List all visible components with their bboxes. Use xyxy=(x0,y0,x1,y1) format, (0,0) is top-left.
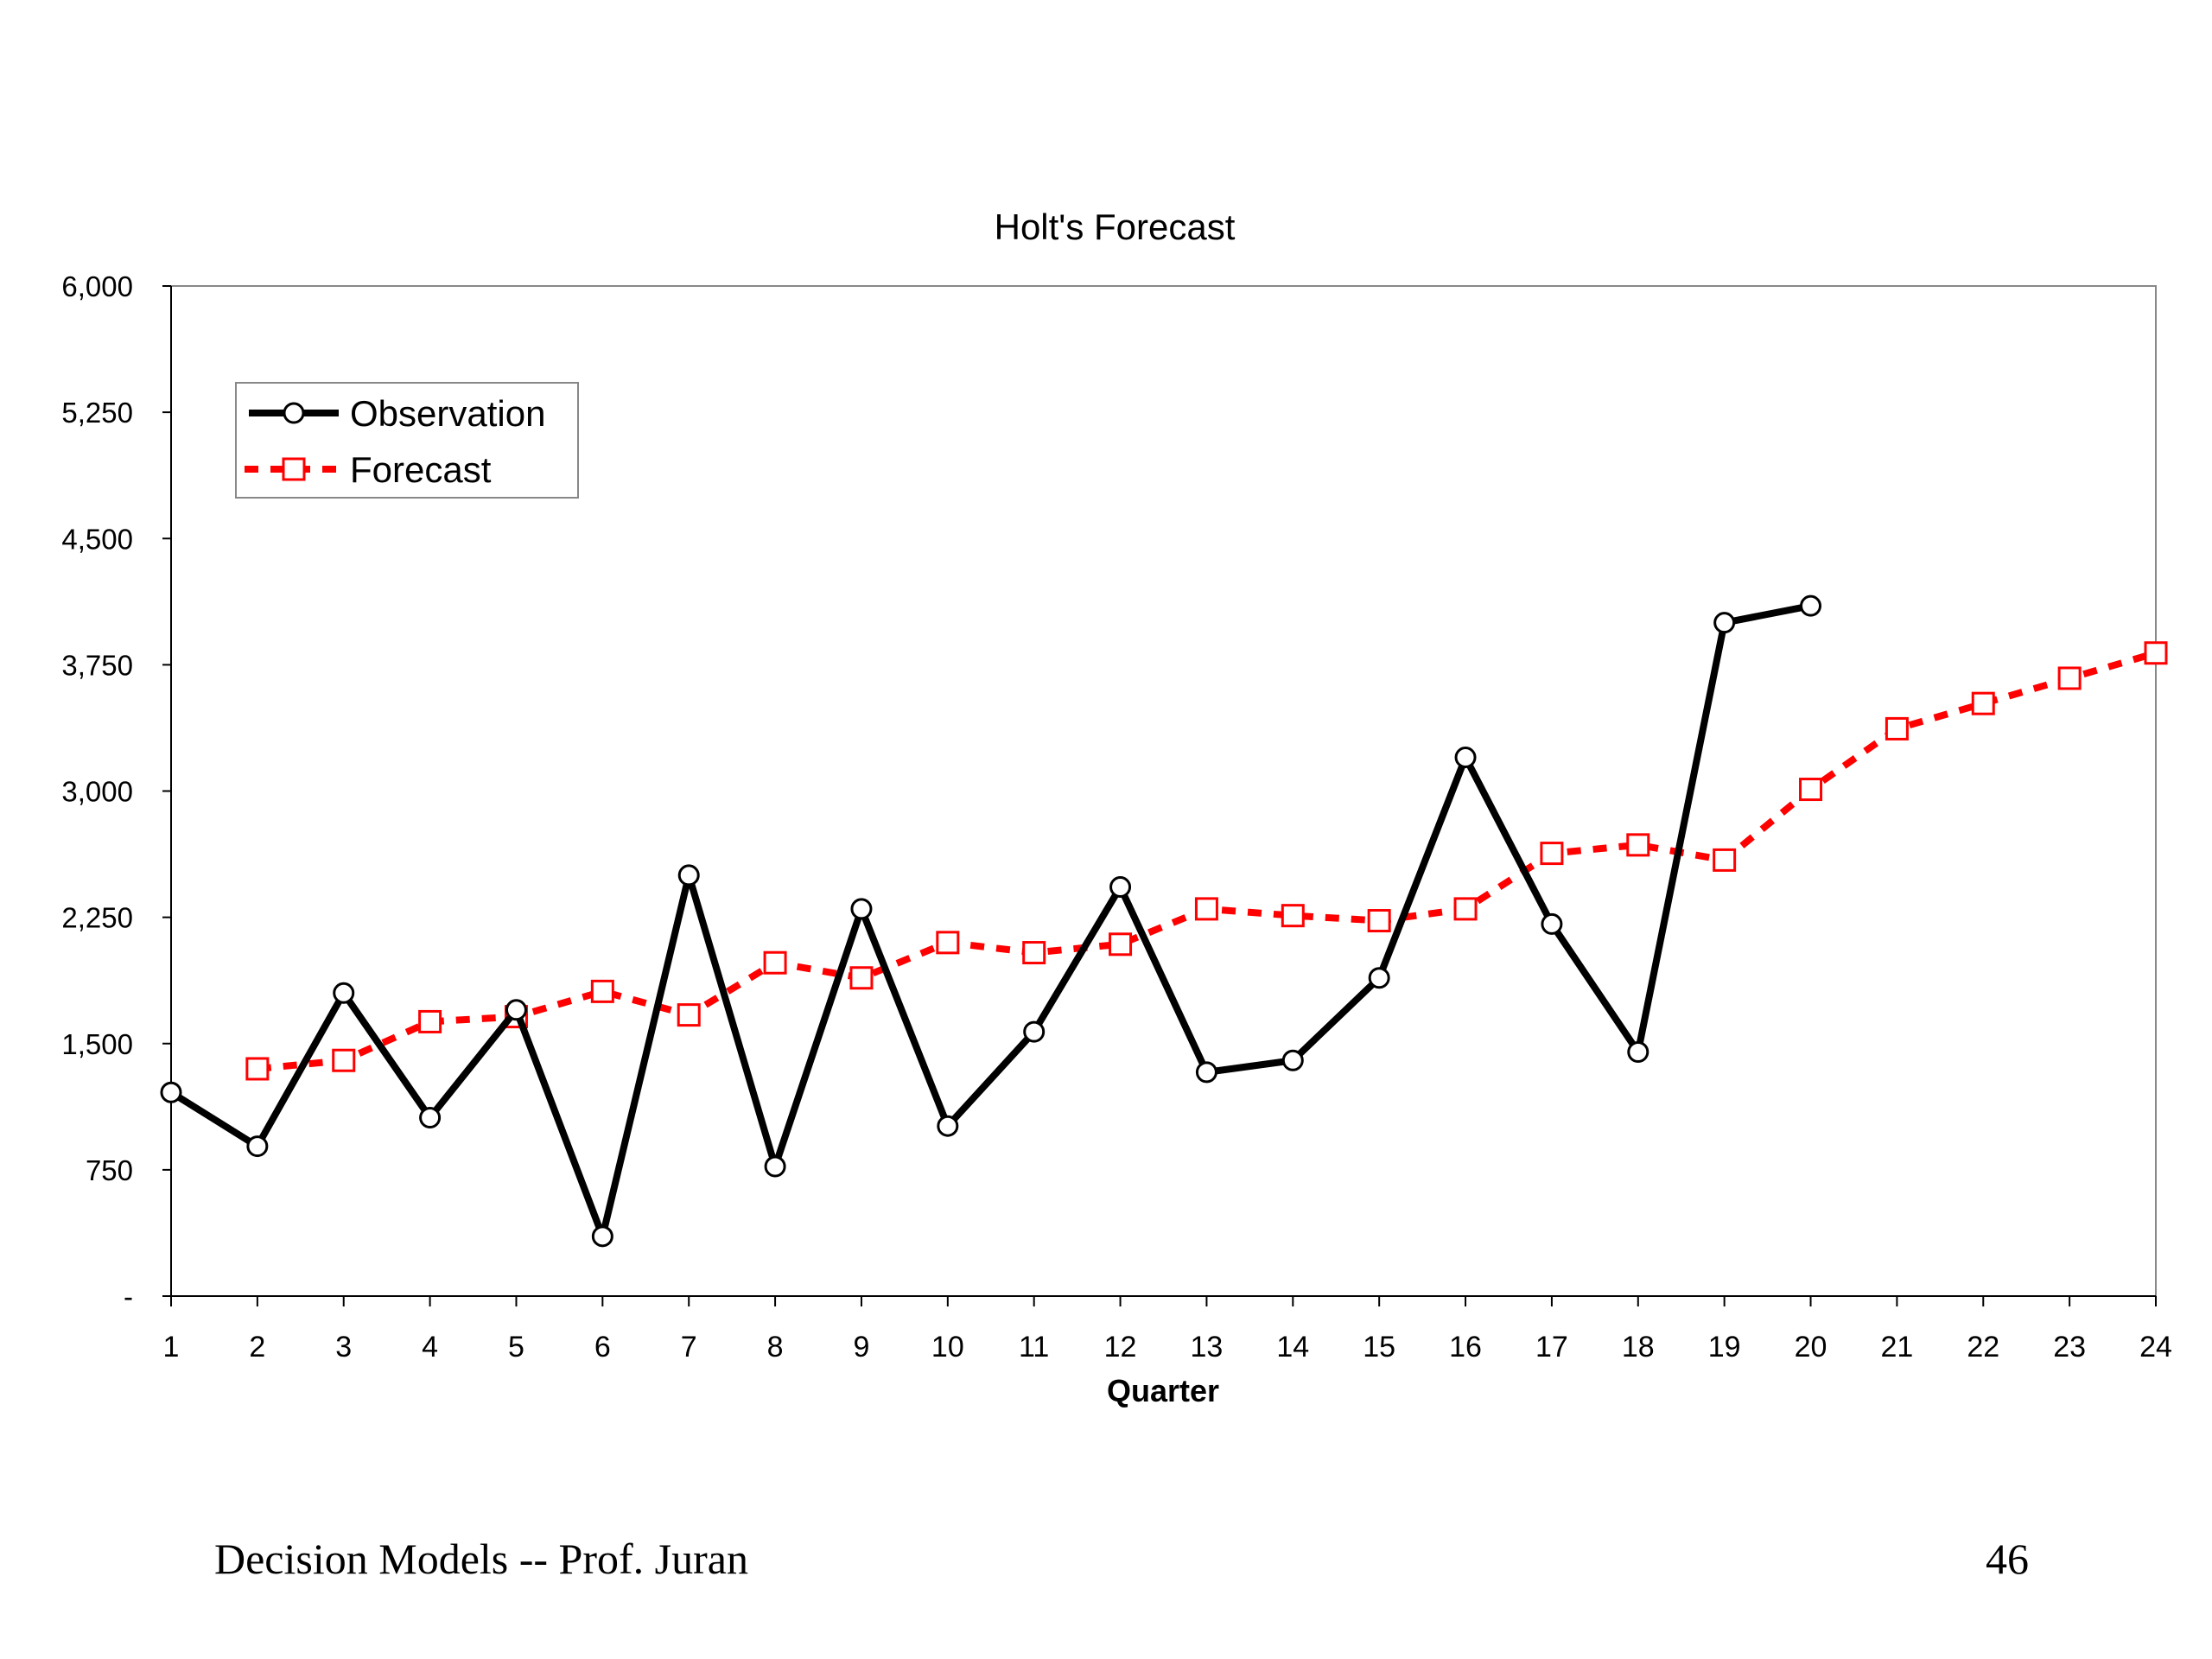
forecast-point xyxy=(245,1057,270,1081)
observation-point xyxy=(591,1225,613,1248)
forecast-point xyxy=(1109,932,1133,957)
x-axis: 1 2 3 4 5 6 7 8 9 10 11 12 13 14 15 16 17 18 19 20 21 22 23 24 xyxy=(163,1295,2172,1363)
observation-point xyxy=(1195,1061,1217,1084)
forecast-point xyxy=(1453,897,1478,921)
x-tick-label: 1 xyxy=(163,1331,180,1363)
forecast-point xyxy=(849,966,874,990)
forecast-point xyxy=(1713,848,1737,872)
observation-point xyxy=(1454,747,1477,769)
forecast-point xyxy=(418,1009,442,1033)
x-tick-label: 6 xyxy=(594,1331,611,1363)
forecast-point xyxy=(590,979,614,1003)
legend-observation-label: Observation xyxy=(350,393,545,434)
legend-observation-marker xyxy=(283,402,305,424)
observation-point xyxy=(419,1106,442,1128)
forecast-line xyxy=(257,649,2158,1072)
forecast-point xyxy=(1971,691,1995,715)
x-tick-label: 3 xyxy=(335,1331,352,1363)
forecast-point xyxy=(1194,897,1218,921)
x-tick-label: 12 xyxy=(1104,1331,1137,1363)
x-tick-label: 20 xyxy=(1795,1331,1827,1363)
forecast-point xyxy=(2144,641,2168,665)
x-tick-label: 7 xyxy=(681,1331,697,1363)
legend: Observation Forecast xyxy=(235,382,579,499)
y-tick-label: 5,250 xyxy=(61,397,133,429)
observation-point xyxy=(1023,1020,1046,1043)
x-tick-label: 5 xyxy=(508,1331,524,1363)
forecast-point xyxy=(1022,941,1046,965)
x-tick-label: 15 xyxy=(1363,1331,1395,1363)
observation-point xyxy=(246,1135,269,1158)
y-tick-label: - xyxy=(124,1281,133,1313)
x-tick-label: 13 xyxy=(1191,1331,1224,1363)
x-tick-label: 2 xyxy=(249,1331,265,1363)
x-tick-label: 4 xyxy=(422,1331,438,1363)
forecast-point xyxy=(677,1003,701,1027)
forecast-point xyxy=(1626,833,1650,857)
observation-line xyxy=(168,602,1812,1240)
x-tick-label: 10 xyxy=(931,1331,964,1363)
y-axis: - 750 1,500 2,250 3,000 3,750 4,500 5,250 6,000 xyxy=(61,270,172,1313)
observation-point xyxy=(1713,612,1736,634)
forecast-point xyxy=(1281,904,1305,928)
observation-series xyxy=(160,594,1822,1248)
x-axis-label: Quarter xyxy=(1107,1373,1219,1408)
y-tick-label: 2,250 xyxy=(61,902,133,934)
footer-course-title: Decision Models -- Prof. Juran xyxy=(214,1535,748,1583)
observation-point xyxy=(333,982,355,1004)
x-tick-label: 18 xyxy=(1622,1331,1655,1363)
legend-forecast-label: Forecast xyxy=(350,449,492,490)
y-tick-label: 6,000 xyxy=(61,270,133,302)
x-tick-label: 19 xyxy=(1708,1331,1741,1363)
observation-point xyxy=(764,1155,786,1178)
x-tick-label: 9 xyxy=(853,1331,869,1363)
series-layer xyxy=(160,594,2168,1248)
legend-forecast-marker xyxy=(282,457,306,481)
observation-point xyxy=(505,999,527,1021)
observation-point xyxy=(1800,594,1822,617)
forecast-point xyxy=(2057,666,2082,690)
observation-point xyxy=(1109,876,1132,899)
forecast-point xyxy=(1885,716,1909,741)
forecast-point xyxy=(332,1048,356,1072)
x-tick-label: 17 xyxy=(1535,1331,1568,1363)
observation-point xyxy=(937,1115,959,1137)
x-tick-label: 21 xyxy=(1880,1331,1913,1363)
observation-point xyxy=(1541,912,1563,935)
forecast-point xyxy=(763,950,787,975)
forecast-point xyxy=(1540,842,1564,866)
x-tick-label: 8 xyxy=(767,1331,784,1363)
observation-point xyxy=(160,1081,182,1103)
x-tick-label: 22 xyxy=(1967,1331,1999,1363)
x-tick-label: 16 xyxy=(1449,1331,1482,1363)
observation-point xyxy=(1281,1049,1304,1071)
y-tick-label: 1,500 xyxy=(61,1028,133,1060)
x-tick-label: 24 xyxy=(2139,1331,2172,1363)
page-number: 46 xyxy=(1986,1535,2029,1583)
observation-point xyxy=(850,898,873,920)
observation-point xyxy=(1627,1040,1649,1063)
legend-box xyxy=(235,382,579,499)
y-tick-label: 3,000 xyxy=(61,776,133,808)
chart-title: Holt's Forecast xyxy=(995,207,1236,247)
observation-point xyxy=(677,864,700,887)
observation-point xyxy=(1368,967,1390,989)
x-tick-label: 23 xyxy=(2053,1331,2086,1363)
forecast-point xyxy=(1367,909,1391,933)
x-tick-label: 11 xyxy=(1019,1331,1049,1363)
y-tick-label: 750 xyxy=(86,1154,133,1186)
x-tick-label: 14 xyxy=(1276,1331,1309,1363)
y-tick-label: 3,750 xyxy=(61,649,133,681)
y-tick-label: 4,500 xyxy=(61,523,133,555)
forecast-series xyxy=(245,641,2168,1081)
forecast-point xyxy=(936,931,960,955)
forecast-point xyxy=(1799,778,1823,802)
